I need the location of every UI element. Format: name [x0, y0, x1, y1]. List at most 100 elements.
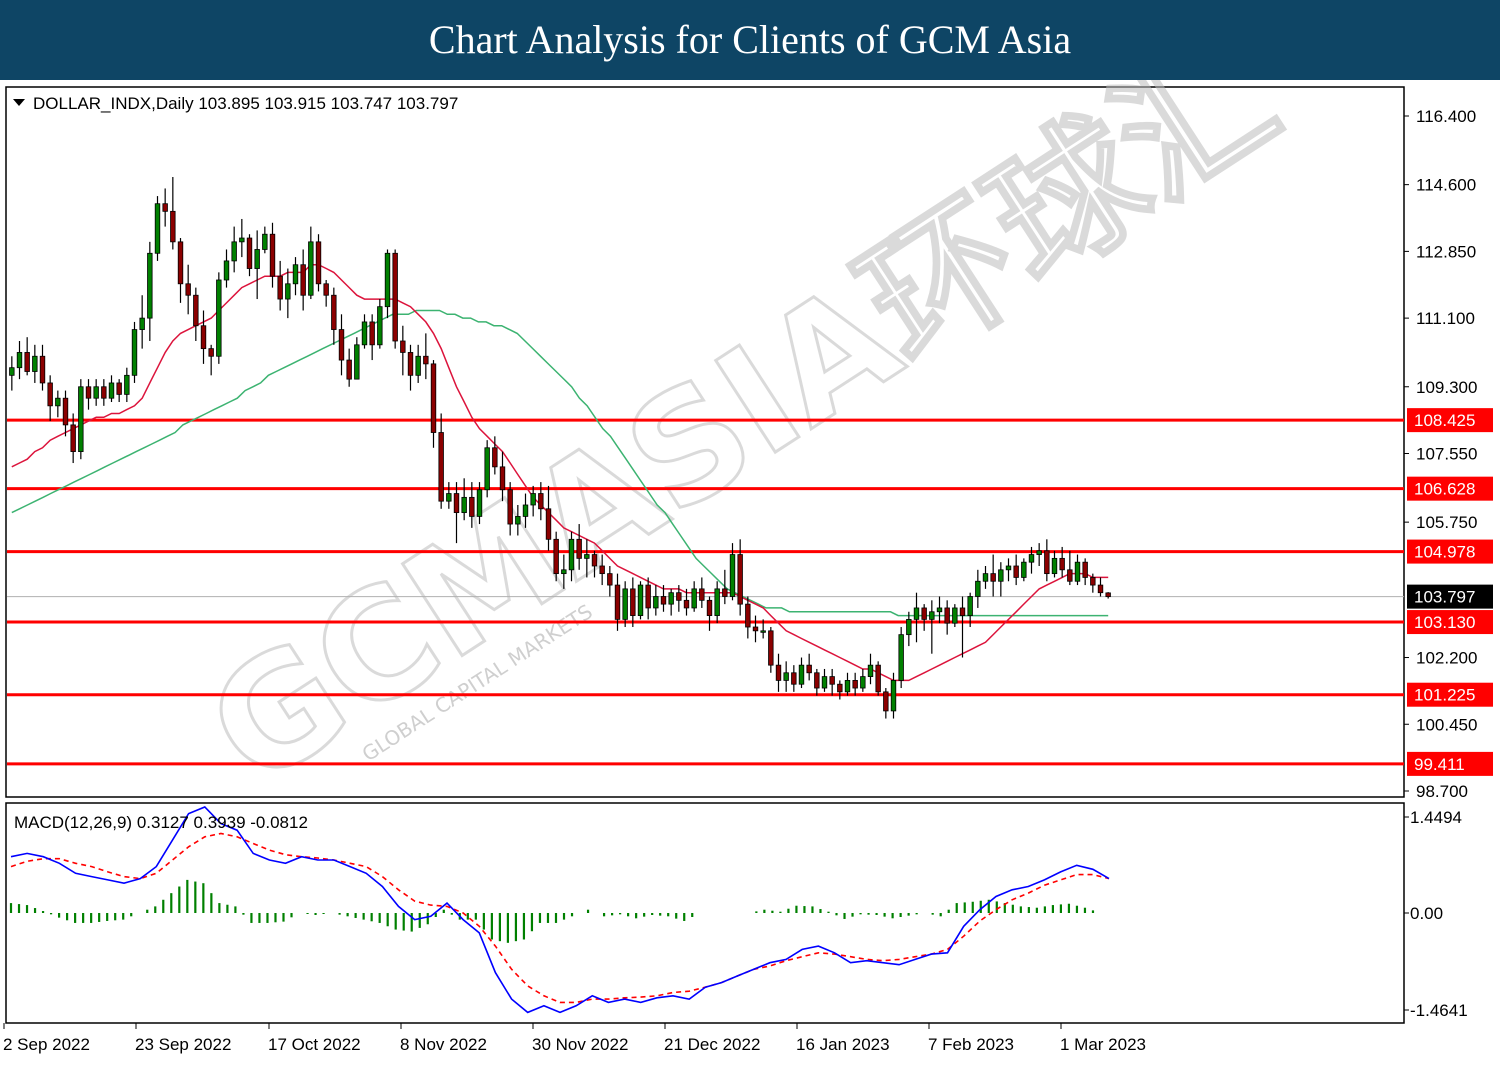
price-tick-label: 114.600: [1416, 176, 1476, 195]
level-label-box: [1407, 476, 1493, 501]
candle-body: [246, 237, 253, 269]
candle-body: [561, 569, 567, 575]
date-tick-label: 23 Sep 2022: [135, 1035, 231, 1054]
candle-body: [154, 203, 161, 254]
candle-body: [323, 283, 329, 296]
candle-body: [637, 584, 644, 616]
candle-body: [913, 607, 920, 620]
candle-body: [392, 252, 398, 342]
candle-body: [262, 233, 268, 250]
price-tick-label: 100.450: [1416, 715, 1477, 734]
price-tick-label: 98.700: [1416, 782, 1468, 801]
candle-body: [499, 466, 506, 491]
candle-body: [9, 367, 15, 376]
candle-body: [798, 664, 805, 685]
candle-body: [837, 683, 843, 693]
macd-signal-line: [10, 832, 1110, 1004]
macd-tick-label: 1.4494: [1410, 808, 1462, 827]
level-label: 99.411: [1414, 755, 1465, 774]
candle-body: [384, 252, 391, 308]
candle-body: [1067, 569, 1073, 582]
candle-body: [446, 493, 452, 502]
banner-title: Chart Analysis for Clients of GCM Asia: [428, 17, 1072, 62]
candle-body: [469, 496, 475, 517]
candle-body: [1074, 561, 1081, 582]
candle-body: [576, 538, 582, 559]
current-price-label: 103.797: [1414, 588, 1475, 607]
dropdown-triangle-icon[interactable]: [13, 99, 25, 106]
candle-body: [131, 329, 138, 376]
candle-body: [185, 283, 191, 296]
candle-body: [1036, 550, 1042, 555]
candle-body: [660, 596, 667, 605]
candle-body: [676, 592, 682, 601]
level-label: 104.978: [1414, 543, 1475, 562]
chart-area: GCMASIA环球汇 GLOBAL CAPITAL MARKETS 116.40…: [3, 80, 1493, 1054]
price-tick-label: 107.550: [1416, 445, 1477, 464]
candle-body: [844, 680, 851, 693]
macd-panel: [5, 802, 1405, 1024]
candle-body: [607, 573, 613, 586]
candle-body: [430, 363, 437, 433]
candle-body: [193, 294, 199, 327]
candle-body: [338, 329, 345, 361]
candle-body: [1105, 592, 1111, 598]
candle-body: [699, 588, 705, 601]
candle-body: [1051, 557, 1058, 575]
candle-body: [300, 264, 306, 296]
candle-body: [292, 264, 299, 285]
candle-body: [806, 664, 812, 674]
candle-body: [346, 359, 352, 380]
candle-body: [530, 493, 536, 506]
candle-body: [775, 664, 782, 681]
candle-body: [584, 554, 590, 559]
candle-body: [975, 580, 981, 597]
candle-body: [269, 233, 276, 277]
candle-body: [829, 676, 835, 685]
candle-body: [438, 432, 444, 502]
candle-body: [101, 386, 107, 399]
candle-body: [16, 352, 23, 369]
candle-body: [32, 355, 38, 372]
candle-body: [476, 489, 483, 517]
level-label: 103.130: [1414, 613, 1475, 632]
macd-layer: [9, 806, 1110, 1014]
candle-body: [706, 599, 713, 616]
macd-main-line: [10, 806, 1110, 1014]
candle-body: [377, 306, 383, 346]
price-tick-label: 109.300: [1416, 378, 1477, 397]
candle-body: [538, 493, 544, 510]
date-tick-label: 7 Feb 2023: [928, 1035, 1014, 1054]
date-tick-label: 8 Nov 2022: [400, 1035, 487, 1054]
candle-body: [852, 680, 858, 689]
candle-body: [591, 554, 598, 567]
macd-panel-header: MACD(12,26,9) 0.3127 0.3939 -0.0812: [14, 813, 308, 832]
candle-body: [239, 237, 245, 243]
candle-body: [814, 672, 820, 689]
candle-body: [1044, 550, 1050, 575]
candle-body: [423, 355, 429, 365]
candle-body: [1082, 561, 1088, 578]
candle-body: [745, 603, 751, 628]
level-label-box: [1407, 408, 1493, 433]
candle-body: [768, 630, 774, 666]
date-tick-label: 17 Oct 2022: [268, 1035, 361, 1054]
candle-body: [722, 588, 728, 597]
macd-tick-label: -1.4641: [1410, 1001, 1468, 1020]
candle-body: [39, 355, 46, 384]
candle-body: [223, 260, 230, 281]
candle-body: [1090, 577, 1096, 586]
candle-body: [124, 374, 130, 395]
candle-body: [177, 241, 184, 285]
level-label-box: [1407, 539, 1493, 564]
price-tick-label: 112.850: [1416, 242, 1476, 261]
candle-body: [331, 294, 337, 330]
candle-body: [967, 596, 973, 616]
candle-body: [929, 611, 935, 620]
candle-body: [568, 538, 575, 571]
candle-body: [936, 607, 943, 613]
candle-body: [614, 584, 621, 620]
candle-body: [170, 210, 176, 243]
candle-body: [944, 607, 950, 624]
candle-body: [400, 340, 406, 353]
